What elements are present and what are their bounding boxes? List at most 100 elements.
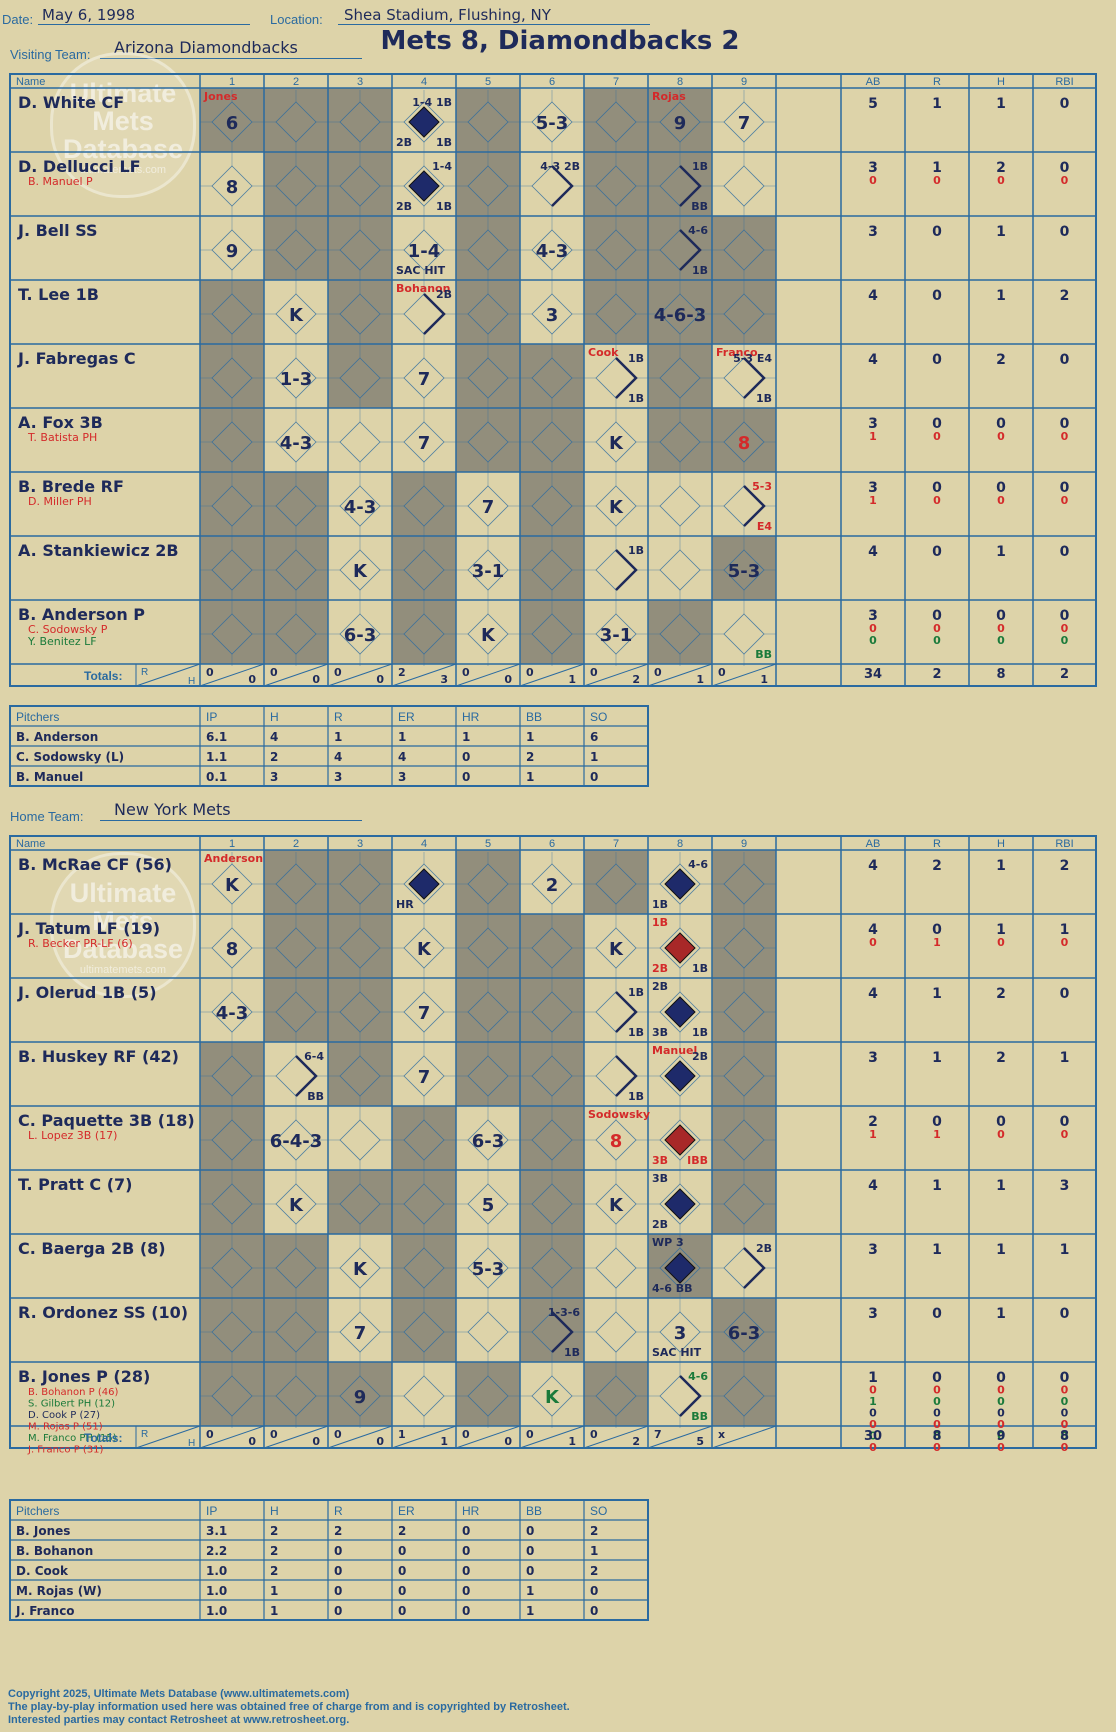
totals-cell-slash: [519, 663, 585, 687]
substitute-name: B. Bohanon P (46): [28, 1387, 118, 1398]
player-stat: 0: [1060, 352, 1070, 368]
at-bat-mark: 4-6 BB: [652, 1282, 692, 1295]
watermark-logo: Ultimate Mets Database ultimatemets.com: [50, 52, 196, 198]
player-stat: 0: [1060, 1370, 1070, 1386]
substitute-name: D. Cook P (27): [28, 1410, 100, 1421]
player-name: B. McRae CF (56): [18, 855, 172, 874]
at-bat-mark: 5-3: [752, 480, 772, 493]
player-stat: 3: [868, 1242, 878, 1258]
inning-runs-total: 0: [590, 666, 598, 679]
player-stat: 0: [1060, 1306, 1070, 1322]
pitcher-stat: 1: [462, 730, 470, 744]
at-bat-mark: 1B: [436, 136, 452, 149]
player-stat: 0: [1061, 174, 1069, 187]
at-bat-mark: 1B: [692, 1026, 708, 1039]
at-bat-mark: 1B: [628, 986, 644, 999]
scorecard-border: [9, 73, 1097, 687]
pitcher-stat: 0: [590, 770, 598, 784]
inning-runs-total: 0: [654, 666, 662, 679]
player-stat: 1: [996, 288, 1006, 304]
at-bat-mark: 6-3: [344, 625, 377, 646]
at-bat-mark: 2B: [652, 1218, 668, 1231]
pitcher-name: J. Franco: [15, 1604, 75, 1618]
player-stat: 5: [868, 96, 878, 112]
player-stat: 1: [933, 1128, 941, 1141]
pitching-header: BB: [526, 710, 542, 724]
player-stat: 3: [868, 1306, 878, 1322]
player-stat: 0: [932, 544, 942, 560]
team-stat-total: 8: [1060, 1429, 1069, 1444]
pitcher-stat: 4: [270, 730, 278, 744]
inning-header-9: 9: [741, 838, 747, 850]
inning-runs-total: 0: [206, 1428, 214, 1441]
player-name: A. Fox 3B: [18, 413, 103, 432]
inning-header-6: 6: [549, 76, 555, 88]
at-bat-mark: 4-3: [216, 1003, 249, 1024]
team-stat-total: 9: [996, 1429, 1005, 1444]
pitcher-name: B. Anderson: [16, 730, 98, 744]
at-bat-mark: K: [225, 875, 240, 896]
player-stat: 0: [932, 352, 942, 368]
at-bat-mark: IBB: [687, 1154, 708, 1167]
at-bat-mark: 6: [226, 113, 239, 134]
inning-runs-total: 0: [334, 1428, 342, 1441]
player-stat: 0: [1061, 1441, 1069, 1454]
player-stat: 0: [1061, 1418, 1069, 1431]
player-stat: 0: [933, 430, 941, 443]
inning-header-4: 4: [421, 838, 427, 850]
player-stat: 0: [1061, 936, 1069, 949]
pitching-header: BB: [526, 1504, 542, 1518]
stat-header-rbi: RBI: [1055, 76, 1073, 88]
pitching-header: R: [334, 710, 343, 724]
pitcher-stat: 1.0: [206, 1584, 227, 1598]
player-stat: 1: [932, 1242, 942, 1258]
player-name: J. Bell SS: [17, 221, 98, 240]
player-stat: 0: [1061, 1384, 1069, 1397]
pitcher-stat: 3: [270, 770, 278, 784]
visiting-team-label: Visiting Team:: [10, 47, 91, 62]
inning-hits-total: 0: [376, 673, 384, 686]
totals-cell-slash: [583, 1425, 649, 1449]
date-label: Date:: [2, 12, 34, 27]
player-stat: 1: [932, 1178, 942, 1194]
totals-cell-slash: [647, 1425, 713, 1449]
base-diamond: [595, 1311, 637, 1353]
player-stat: 4: [868, 352, 878, 368]
name-column-header: Name: [16, 76, 45, 88]
totals-cell-slash: [455, 663, 521, 687]
inning-runs-total: 0: [270, 1428, 278, 1441]
pitcher-name: B. Jones: [16, 1524, 70, 1538]
at-bat-mark: 9: [354, 1387, 367, 1408]
player-stat: 0: [997, 1418, 1005, 1431]
player-stat: 0: [869, 634, 877, 647]
player-stat: 4: [868, 544, 878, 560]
player-stat: 0: [932, 1114, 942, 1130]
inning-hits-total: 2: [632, 673, 640, 686]
inning-runs-total: 0: [206, 666, 214, 679]
scorecard-border: [9, 835, 1097, 1449]
player-stat: 1: [996, 1178, 1006, 1194]
stat-header-h: H: [997, 838, 1005, 850]
player-stat: 3: [868, 160, 878, 176]
inning-runs-total: 2: [398, 666, 406, 679]
inning-hits-total: 2: [632, 1435, 640, 1448]
player-stat: 0: [932, 416, 942, 432]
inning-header-3: 3: [357, 838, 363, 850]
player-stat: 4: [868, 922, 878, 938]
inning-header-7: 7: [613, 76, 619, 88]
at-bat-mark: BB: [755, 648, 772, 661]
at-bat-mark: 4-3: [536, 241, 569, 262]
at-bat-mark: 3B: [652, 1154, 668, 1167]
totals-cell-slash: [327, 1425, 393, 1449]
basepath-line: [295, 1055, 318, 1097]
pitcher-stat: 0: [398, 1564, 406, 1578]
pitcher-stat: 2: [590, 1524, 598, 1538]
at-bat-mark: 4-3: [344, 497, 377, 518]
at-bat-mark: K: [417, 939, 432, 960]
player-stat: 0: [869, 1407, 877, 1420]
player-name: J. Olerud 1B (5): [17, 983, 157, 1002]
player-stat: 0: [997, 1430, 1005, 1443]
pitcher-stat: 6: [590, 730, 598, 744]
at-bat-mark: 7: [418, 1067, 431, 1088]
